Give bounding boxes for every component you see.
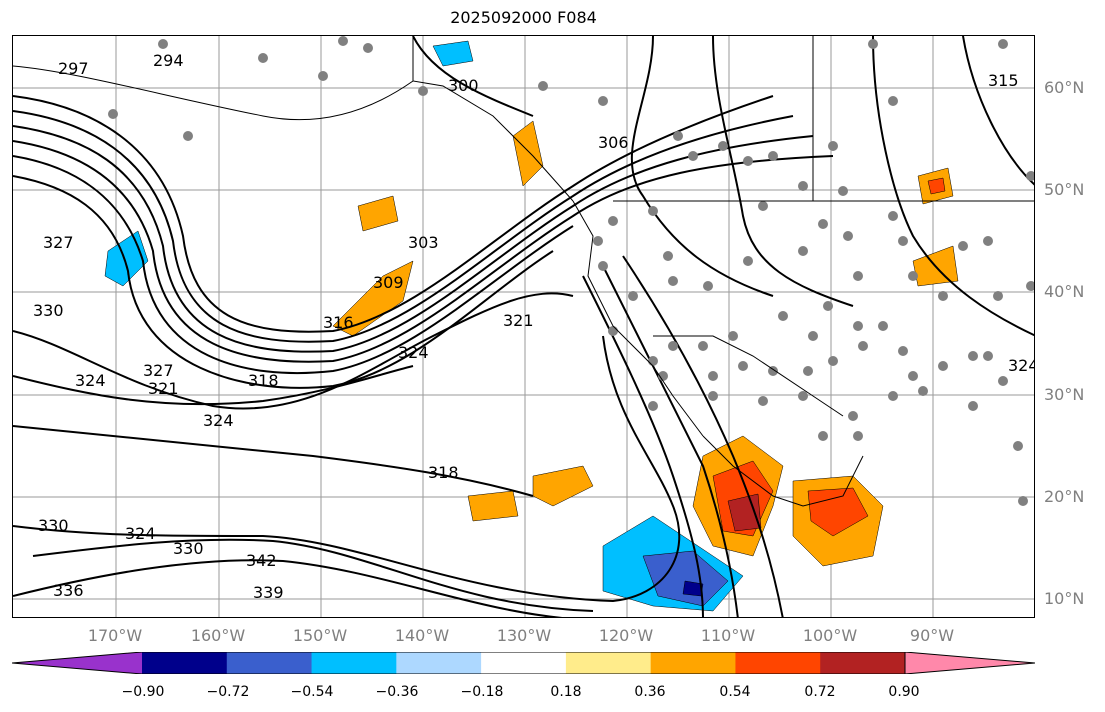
station-dots: [108, 36, 1034, 506]
contour-label: 324: [1008, 356, 1035, 375]
lon-label: 100°W: [802, 626, 858, 645]
patch-coast-orange: [512, 120, 544, 187]
colorbar-cell: [226, 652, 313, 674]
colorbar-tick-label: −0.18: [460, 684, 504, 700]
colorbar-cell: [481, 652, 567, 674]
colorbar-cell: [650, 652, 736, 674]
contour-label: 309: [373, 273, 404, 292]
colorbar-cell: [396, 652, 482, 674]
colorbar-tick-label: 0.90: [888, 684, 920, 700]
shaded-patches: [104, 40, 959, 612]
contour-lines: [13, 36, 1034, 617]
contour-label: 316: [323, 313, 354, 332]
lon-label: 110°W: [700, 626, 756, 645]
lat-label: 10°N: [1044, 589, 1085, 608]
contour-label: 303: [408, 233, 439, 252]
lon-label: 170°W: [87, 626, 143, 645]
contour-label: 330: [173, 539, 204, 558]
contour-label: 318: [428, 463, 459, 482]
patch-central-orange: [532, 465, 594, 507]
map-title: 2025092000 F084: [450, 8, 597, 27]
colorbar: [12, 652, 1035, 674]
contour-label: 324: [398, 343, 429, 362]
map-canvas: 297 294 300 306 315 327 330 303 309 316 …: [13, 36, 1035, 617]
patch-ridge-orange: [332, 260, 414, 337]
coastlines: [13, 36, 1034, 507]
contour-label: 306: [598, 133, 629, 152]
contour-label: 321: [148, 379, 179, 398]
patch-south-orange: [467, 490, 519, 522]
colorbar-cell: [311, 652, 397, 674]
colorbar-tick-label: −0.72: [206, 684, 250, 700]
patch-pacific-blue: [642, 550, 729, 607]
colorbar-tick-label: 0.18: [550, 684, 582, 700]
lat-label: 60°N: [1044, 78, 1085, 97]
colorbar-tick-label: −0.54: [290, 684, 334, 700]
contour-label: 315: [988, 71, 1019, 90]
patch-canada-red: [927, 177, 946, 195]
colorbar-tick-label: 0.36: [634, 684, 666, 700]
colorbar-extend-high: [905, 652, 1035, 674]
contour-label: 318: [248, 371, 279, 390]
contour-label: 321: [503, 311, 534, 330]
lon-label: 120°W: [598, 626, 654, 645]
contour-label: 300: [448, 76, 479, 95]
lat-label: 50°N: [1044, 180, 1085, 199]
contour-label: 327: [43, 233, 74, 252]
contour-label: 294: [153, 51, 184, 70]
contour-label: 324: [203, 411, 234, 430]
contour-label: 342: [246, 551, 277, 570]
colorbar-tick-label: −0.36: [375, 684, 419, 700]
contour-label: 330: [38, 516, 69, 535]
contour-labels: 297 294 300 306 315 327 330 303 309 316 …: [33, 51, 1035, 602]
contour-label: 324: [75, 371, 106, 390]
colorbar-tick-label: −0.90: [121, 684, 165, 700]
colorbar-cell: [142, 652, 228, 674]
contour-label: 330: [33, 301, 64, 320]
contour-label: 327: [143, 361, 174, 380]
colorbar-cells: [12, 652, 1035, 674]
colorbar-cell: [565, 652, 652, 674]
colorbar-extend-low: [12, 652, 142, 674]
lon-label: 150°W: [292, 626, 348, 645]
lat-label: 20°N: [1044, 487, 1085, 506]
patch-alaska-cyan: [432, 40, 474, 67]
contour-label: 339: [253, 583, 284, 602]
lon-label: 90°W: [909, 626, 955, 645]
patch-gulf-red: [807, 487, 869, 537]
colorbar-tick-label: 0.54: [719, 684, 751, 700]
colorbar-tick-label: 0.72: [804, 684, 836, 700]
contour-label: 336: [53, 581, 84, 600]
lon-label: 140°W: [394, 626, 450, 645]
lat-label: 30°N: [1044, 385, 1085, 404]
contour-label: 324: [125, 524, 156, 543]
lat-label: 40°N: [1044, 282, 1085, 301]
lon-label: 160°W: [190, 626, 246, 645]
map-frame: 297 294 300 306 315 327 330 303 309 316 …: [12, 35, 1035, 618]
contour-label: 297: [58, 59, 89, 78]
lon-label: 130°W: [496, 626, 552, 645]
colorbar-cell: [735, 652, 821, 674]
colorbar-cell: [820, 652, 906, 674]
patch-mid-orange: [357, 195, 399, 232]
